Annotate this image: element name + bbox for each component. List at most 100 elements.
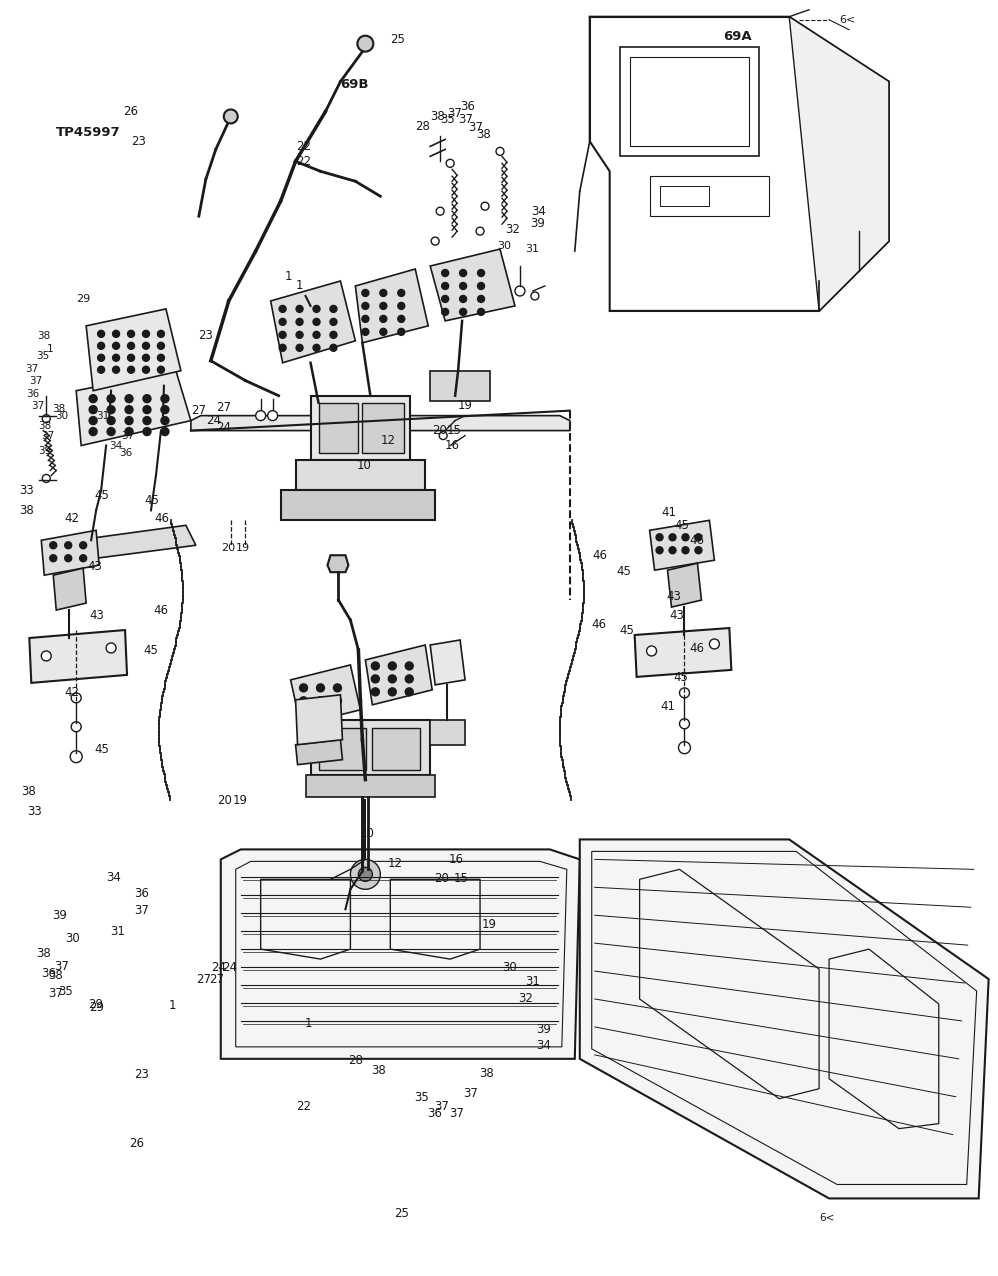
Circle shape (161, 427, 169, 435)
Circle shape (98, 355, 105, 361)
Circle shape (161, 406, 169, 413)
Circle shape (255, 411, 265, 421)
Text: 23: 23 (134, 1068, 149, 1081)
Text: 38: 38 (476, 128, 491, 140)
Text: 16: 16 (445, 439, 460, 452)
Circle shape (669, 546, 676, 554)
Polygon shape (668, 563, 702, 607)
Circle shape (161, 394, 169, 403)
Polygon shape (76, 371, 191, 445)
Polygon shape (430, 641, 465, 685)
Circle shape (143, 417, 151, 425)
Circle shape (478, 309, 485, 315)
Circle shape (357, 36, 373, 51)
Circle shape (143, 342, 150, 350)
Text: 43: 43 (89, 609, 104, 621)
Text: 24: 24 (206, 415, 221, 427)
Circle shape (65, 542, 72, 549)
Polygon shape (789, 17, 889, 311)
Bar (660, 186, 710, 207)
Circle shape (143, 406, 151, 413)
Circle shape (107, 417, 115, 425)
Circle shape (695, 533, 702, 541)
Text: 46: 46 (154, 512, 169, 524)
Circle shape (80, 542, 87, 549)
Polygon shape (86, 309, 181, 390)
Text: 37: 37 (468, 121, 483, 134)
Polygon shape (53, 568, 86, 610)
Circle shape (113, 342, 120, 350)
Text: 16: 16 (448, 852, 463, 866)
Bar (318, 727, 366, 769)
Circle shape (267, 411, 277, 421)
Circle shape (125, 427, 133, 435)
Circle shape (158, 366, 165, 374)
Circle shape (316, 697, 324, 704)
Circle shape (89, 406, 97, 413)
Text: 19: 19 (458, 399, 473, 412)
Circle shape (496, 147, 504, 156)
Circle shape (680, 688, 690, 698)
Circle shape (224, 110, 238, 124)
Circle shape (143, 427, 151, 435)
Circle shape (128, 355, 135, 361)
Text: 22: 22 (296, 154, 311, 168)
Circle shape (316, 684, 324, 692)
Circle shape (125, 417, 133, 425)
Text: 34: 34 (536, 1039, 551, 1051)
Circle shape (313, 305, 320, 313)
Polygon shape (295, 695, 342, 745)
Text: 10: 10 (356, 459, 371, 472)
Text: 1: 1 (295, 279, 303, 292)
Circle shape (70, 750, 82, 763)
Circle shape (333, 709, 341, 718)
Circle shape (446, 160, 454, 167)
Text: 24: 24 (216, 421, 231, 434)
Text: 31: 31 (110, 925, 125, 938)
Circle shape (330, 319, 337, 325)
Text: 38: 38 (48, 968, 63, 981)
Text: 37: 37 (447, 107, 462, 120)
Circle shape (478, 282, 485, 290)
Text: 26: 26 (123, 105, 138, 117)
Text: 20: 20 (434, 872, 449, 886)
Circle shape (358, 868, 372, 882)
Text: 38: 38 (19, 504, 34, 517)
Circle shape (299, 697, 307, 704)
Circle shape (50, 542, 57, 549)
Polygon shape (29, 630, 127, 683)
Text: 45: 45 (94, 743, 109, 757)
Circle shape (362, 302, 369, 309)
Circle shape (98, 342, 105, 350)
Circle shape (371, 662, 379, 670)
Text: 27: 27 (197, 972, 212, 985)
Polygon shape (327, 555, 348, 572)
Circle shape (98, 330, 105, 337)
Circle shape (371, 675, 379, 683)
Text: 45: 45 (617, 565, 632, 578)
Text: 31: 31 (525, 975, 540, 988)
Circle shape (656, 546, 663, 554)
Circle shape (41, 651, 51, 661)
Polygon shape (635, 628, 732, 676)
Bar (372, 727, 420, 769)
Text: 39: 39 (530, 217, 545, 230)
Text: 37: 37 (29, 375, 43, 385)
Circle shape (80, 555, 87, 561)
Circle shape (89, 417, 97, 425)
Bar (362, 403, 404, 453)
Text: 29: 29 (89, 1000, 104, 1013)
Text: 22: 22 (296, 1100, 311, 1113)
Circle shape (330, 345, 337, 351)
Circle shape (647, 646, 657, 656)
Bar (295, 461, 425, 490)
Circle shape (442, 296, 449, 302)
Text: 12: 12 (387, 856, 402, 870)
Circle shape (107, 427, 115, 435)
Text: 20: 20 (432, 424, 447, 438)
Circle shape (113, 330, 120, 337)
Circle shape (113, 355, 120, 361)
Polygon shape (650, 521, 715, 570)
Polygon shape (41, 531, 99, 575)
Text: 69A: 69A (723, 29, 751, 42)
